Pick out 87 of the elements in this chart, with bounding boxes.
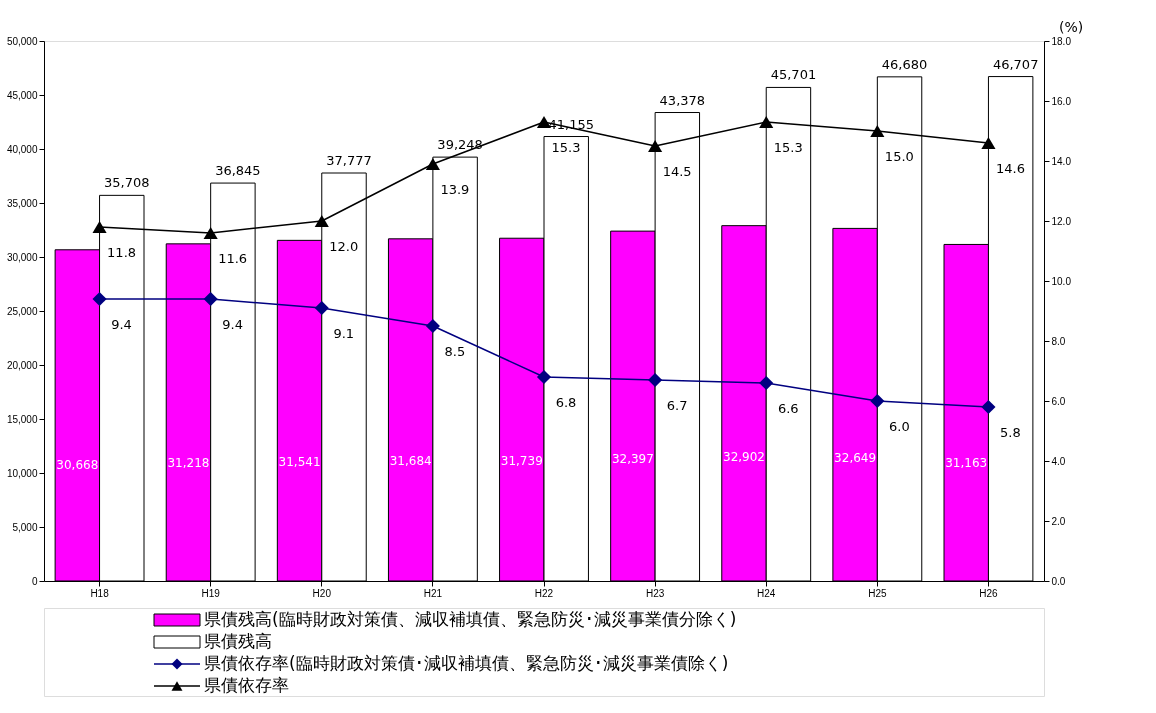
y-tick-label: 15,000 [6, 413, 38, 425]
point [425, 157, 440, 171]
data-label: 37,777 [326, 153, 372, 169]
point [981, 136, 996, 150]
point [92, 291, 107, 307]
point [981, 399, 996, 415]
point [203, 226, 218, 240]
data-label: 32,649 [834, 450, 877, 465]
y-tick-label: 35,000 [6, 197, 38, 209]
x-tick-label: H23 [645, 587, 665, 599]
data-label: 43,378 [659, 92, 706, 108]
data-label: 6.6 [777, 401, 799, 416]
data-label: 36,845 [215, 163, 261, 179]
point [648, 139, 663, 153]
y-tick-label: 20,000 [6, 359, 38, 371]
point [314, 214, 329, 228]
data-label: 11.6 [218, 251, 248, 266]
point [648, 372, 663, 388]
data-label: 15.3 [773, 140, 803, 155]
y2-tick-label: 8.0 [1051, 335, 1066, 347]
data-label: 14.5 [662, 164, 692, 179]
point [425, 318, 440, 334]
data-label: 35,708 [104, 175, 150, 191]
data-label: 14.6 [995, 161, 1025, 176]
data-label: 46,707 [992, 56, 1039, 72]
y2-tick-label: 12.0 [1051, 215, 1072, 227]
data-label: 39,248 [437, 137, 483, 153]
y2-tick-label: 2.0 [1051, 515, 1066, 527]
legend-label: 県債残高(臨時財政対策債、減収補填債、緊急防災･減災事業債分除く) [204, 609, 737, 629]
y2-tick-label: 6.0 [1051, 395, 1066, 407]
y-tick-label: 5,000 [12, 521, 38, 533]
y2-tick-label: 16.0 [1051, 95, 1072, 107]
data-label: 9.4 [111, 317, 132, 332]
y2-tick-label: 18.0 [1051, 35, 1072, 47]
data-label: 6.7 [666, 398, 688, 413]
data-label: 9.4 [222, 317, 244, 332]
y2-tick-label: 4.0 [1051, 455, 1066, 467]
data-label: 31,739 [500, 454, 543, 469]
x-tick-label: H19 [201, 587, 221, 599]
data-label: 45,701 [770, 67, 817, 83]
x-tick-label: H26 [979, 587, 999, 599]
y2-tick-label: 14.0 [1051, 155, 1072, 167]
data-label: 5.8 [1000, 425, 1021, 440]
x-tick-label: H24 [757, 587, 776, 599]
data-label: 30,668 [56, 458, 99, 473]
data-label: 15.3 [551, 140, 581, 155]
data-label: 31,541 [278, 454, 321, 469]
x-tick-label: H18 [90, 587, 110, 599]
data-label: 8.5 [444, 344, 466, 359]
legend-label: 県債残高 [204, 631, 272, 651]
y2-tick-label: 10.0 [1051, 275, 1072, 287]
y-tick-label: 25,000 [6, 305, 38, 317]
data-label: 32,902 [723, 449, 765, 464]
x-tick-label: H25 [868, 587, 887, 599]
data-label: 31,684 [389, 454, 432, 469]
y-tick-label: 30,000 [6, 251, 38, 263]
data-label: 6.8 [555, 395, 577, 410]
data-label: 31,218 [167, 456, 210, 470]
point [870, 124, 885, 138]
data-label: 12.0 [329, 239, 359, 254]
point [759, 375, 774, 391]
y-tick-label: 50,000 [6, 35, 38, 47]
data-label: 9.1 [333, 326, 355, 341]
data-label: 11.8 [107, 245, 137, 260]
data-label: 15.0 [884, 149, 914, 164]
data-label: 32,397 [611, 451, 654, 466]
y2-tick-label: 0.0 [1051, 575, 1066, 587]
data-label: 31,163 [945, 456, 988, 471]
point [203, 291, 218, 307]
y-tick-label: 40,000 [6, 143, 38, 155]
point [536, 369, 552, 385]
point [314, 300, 329, 316]
y-tick-label: 45,000 [6, 89, 38, 101]
legend-label: 県債依存率(臨時財政対策債･減収補填債、緊急防災･減災事業債除く) [204, 653, 729, 673]
legend-label: 県債依存率 [204, 675, 289, 695]
x-tick-label: H21 [423, 587, 443, 599]
y-tick-label: 0 [31, 575, 38, 587]
data-label: 6.0 [888, 419, 910, 434]
x-tick-label: H20 [312, 587, 332, 599]
point [870, 393, 885, 409]
y-tick-label: 10,000 [6, 467, 38, 479]
data-label: 13.9 [440, 182, 470, 197]
data-label: 46,680 [881, 56, 928, 72]
point [92, 220, 107, 234]
point [759, 115, 774, 129]
y2-axis-title: (%) [1059, 19, 1084, 35]
x-tick-label: H22 [534, 587, 554, 599]
